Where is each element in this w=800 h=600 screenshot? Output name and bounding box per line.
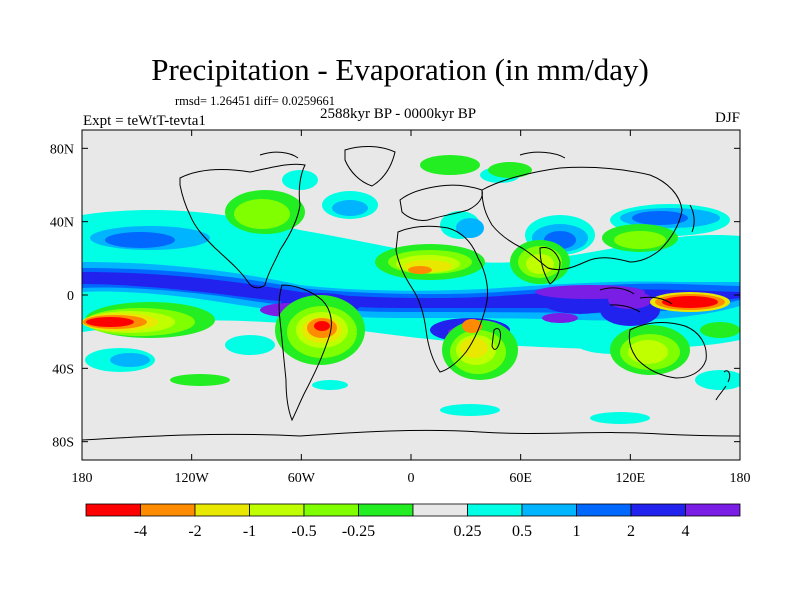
colorbar-label: 2 — [627, 523, 635, 540]
colorbar-label: 0.25 — [454, 523, 482, 540]
map-axes: 180 120W 60W 0 60E 120E 180 80N 40N 0 40S 80S — [50, 130, 751, 486]
colorbar-swatch — [467, 503, 523, 517]
y-tick-label: 0 — [67, 289, 74, 304]
colorbar-label: -1 — [243, 523, 256, 540]
colorbar-label: -4 — [134, 523, 147, 540]
colorbar-label: -0.5 — [291, 523, 316, 540]
colorbar-swatch — [685, 503, 741, 517]
x-tick-label: 120W — [175, 471, 210, 486]
x-tick-label: 120E — [616, 471, 646, 486]
stats-text: rmsd= 1.26451 diff= 0.0259661 — [175, 94, 336, 108]
colorbar-swatch — [358, 503, 414, 517]
experiment-label: Expt = teWtT-tevta1 — [83, 113, 206, 129]
season-label: DJF — [714, 110, 740, 126]
colorbar-swatch — [521, 503, 577, 517]
x-tick-label: 60W — [288, 471, 316, 486]
y-tick-label: 80S — [52, 436, 74, 451]
colorbar-swatch — [140, 503, 196, 517]
colorbar-swatch — [249, 503, 305, 517]
y-tick-label: 40S — [52, 362, 74, 377]
y-tick-label: 80N — [50, 142, 74, 157]
period-text: 2588kyr BP - 0000kyr BP — [320, 106, 477, 122]
y-tick-label: 40N — [50, 216, 74, 231]
colorbar-swatch — [194, 503, 250, 517]
map-plot-area — [81, 129, 741, 461]
colorbar-swatch — [412, 503, 468, 517]
x-tick-label: 180 — [730, 471, 751, 486]
colorbar-label: 1 — [573, 523, 581, 540]
x-tick-label: 0 — [408, 471, 415, 486]
colorbar-label: -2 — [188, 523, 201, 540]
x-tick-label: 180 — [72, 471, 93, 486]
colorbar-label: 0.5 — [512, 523, 532, 540]
colorbar-label: 4 — [682, 523, 690, 540]
coastlines — [82, 146, 740, 441]
figure-title: Precipitation - Evaporation (in mm/day) — [151, 52, 649, 87]
colorbar-swatch — [576, 503, 632, 517]
field-dry-max — [86, 296, 718, 331]
colorbar-swatch — [630, 503, 686, 517]
contour-fields — [82, 146, 740, 441]
x-tick-label: 60E — [509, 471, 532, 486]
colorbar-swatch — [303, 503, 359, 517]
colorbar: -4 -2 -1 -0.5 -0.25 0.25 0.5 1 2 4 — [85, 503, 741, 540]
colorbar-swatch — [85, 503, 141, 517]
colorbar-label: -0.25 — [342, 523, 375, 540]
